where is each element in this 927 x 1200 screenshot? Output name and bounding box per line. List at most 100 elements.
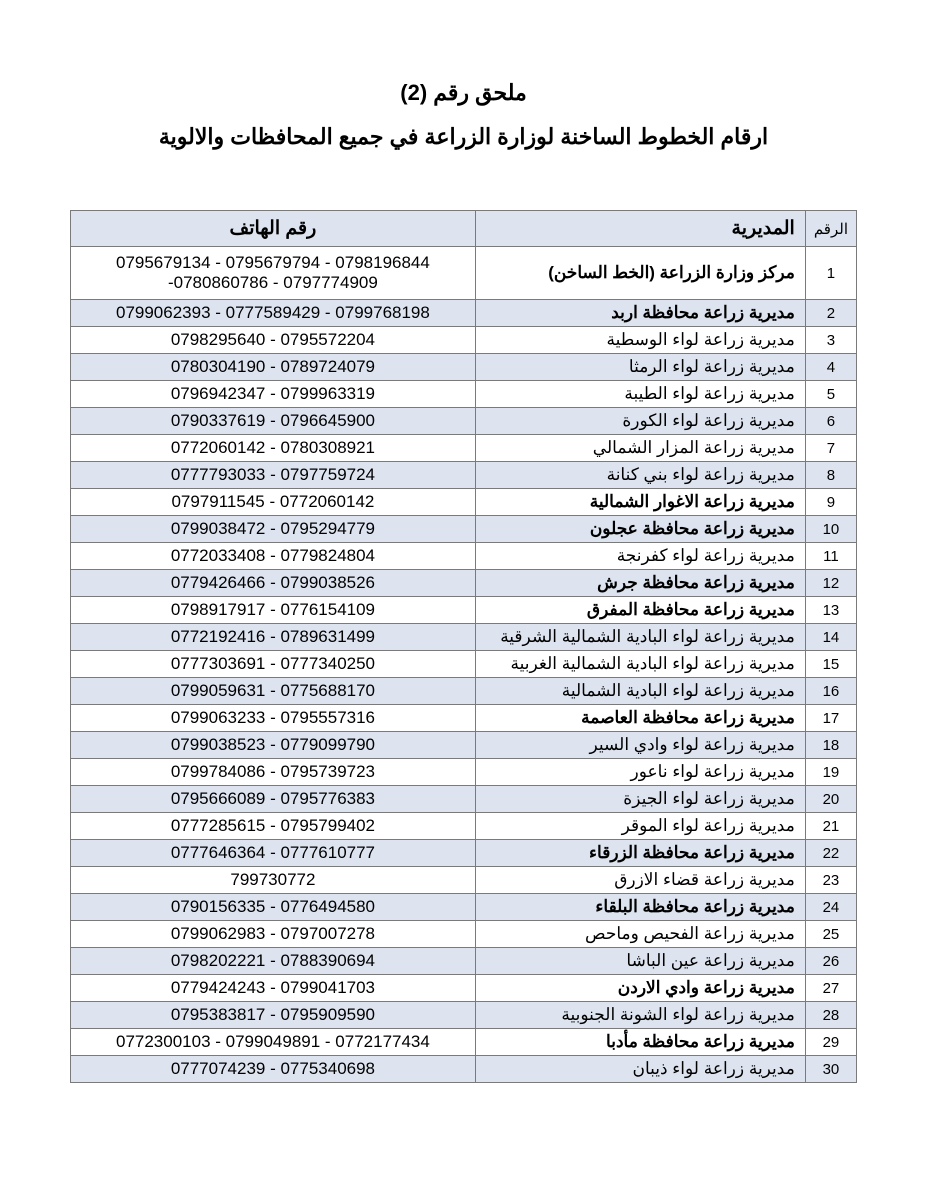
- row-number: 2: [805, 300, 856, 327]
- row-number: 6: [805, 408, 856, 435]
- row-number: 22: [805, 840, 856, 867]
- row-number: 8: [805, 462, 856, 489]
- row-number: 26: [805, 948, 856, 975]
- row-number: 11: [805, 543, 856, 570]
- directorate-cell: مديرية زراعة لواء الوسطية: [475, 327, 805, 354]
- directorate-cell: مديرية زراعة محافظة العاصمة: [475, 705, 805, 732]
- table-row: 1مركز وزارة الزراعة (الخط الساخن)0795679…: [71, 247, 857, 300]
- table-row: 2مديرية زراعة محافظة اربد0799062393 - 07…: [71, 300, 857, 327]
- directorate-cell: مديرية زراعة لواء البادية الشمالية الغرب…: [475, 651, 805, 678]
- table-header-row: الرقم المديرية رقم الهاتف: [71, 211, 857, 247]
- directorate-cell: مديرية زراعة محافظة الزرقاء: [475, 840, 805, 867]
- directorate-cell: مركز وزارة الزراعة (الخط الساخن): [475, 247, 805, 300]
- row-number: 29: [805, 1029, 856, 1056]
- table-row: 22مديرية زراعة محافظة الزرقاء0777646364 …: [71, 840, 857, 867]
- row-number: 1: [805, 247, 856, 300]
- page-title: ملحق رقم (2): [70, 80, 857, 106]
- table-row: 5مديرية زراعة لواء الطيبة0796942347 - 07…: [71, 381, 857, 408]
- directorate-cell: مديرية زراعة لواء الطيبة: [475, 381, 805, 408]
- table-row: 21مديرية زراعة لواء الموقر0777285615 - 0…: [71, 813, 857, 840]
- row-number: 23: [805, 867, 856, 894]
- table-row: 30مديرية زراعة لواء ذيبان0777074239 - 07…: [71, 1056, 857, 1083]
- row-number: 12: [805, 570, 856, 597]
- table-row: 26مديرية زراعة عين الباشا0798202221 - 07…: [71, 948, 857, 975]
- phone-cell: 0799059631 - 0775688170: [71, 678, 476, 705]
- directorate-cell: مديرية زراعة الفحيص وماحص: [475, 921, 805, 948]
- directorate-cell: مديرية زراعة قضاء الازرق: [475, 867, 805, 894]
- table-row: 3مديرية زراعة لواء الوسطية0798295640 - 0…: [71, 327, 857, 354]
- table-row: 16مديرية زراعة لواء البادية الشمالية0799…: [71, 678, 857, 705]
- table-row: 28مديرية زراعة لواء الشونة الجنوبية07953…: [71, 1002, 857, 1029]
- phone-cell: 0772192416 - 0789631499: [71, 624, 476, 651]
- table-row: 20مديرية زراعة لواء الجيزة0795666089 - 0…: [71, 786, 857, 813]
- phone-cell: 0799062393 - 0777589429 - 0799768198: [71, 300, 476, 327]
- row-number: 9: [805, 489, 856, 516]
- header-num: الرقم: [805, 211, 856, 247]
- phone-cell: 0772060142 - 0780308921: [71, 435, 476, 462]
- row-number: 25: [805, 921, 856, 948]
- directorate-cell: مديرية زراعة محافظة عجلون: [475, 516, 805, 543]
- row-number: 24: [805, 894, 856, 921]
- row-number: 28: [805, 1002, 856, 1029]
- row-number: 16: [805, 678, 856, 705]
- directorate-cell: مديرية زراعة لواء ذيبان: [475, 1056, 805, 1083]
- row-number: 3: [805, 327, 856, 354]
- phone-cell: 0796942347 - 0799963319: [71, 381, 476, 408]
- directorate-cell: مديرية زراعة محافظة المفرق: [475, 597, 805, 624]
- phone-cell: 799730772: [71, 867, 476, 894]
- phone-cell: 0777285615 - 0795799402: [71, 813, 476, 840]
- phone-cell: 0772033408 - 0779824804: [71, 543, 476, 570]
- directorate-cell: مديرية زراعة لواء الموقر: [475, 813, 805, 840]
- table-row: 23مديرية زراعة قضاء الازرق799730772: [71, 867, 857, 894]
- directorate-cell: مديرية زراعة لواء كفرنجة: [475, 543, 805, 570]
- phone-cell: 0772300103 - 0799049891 - 0772177434: [71, 1029, 476, 1056]
- phone-cell: 0799038472 - 0795294779: [71, 516, 476, 543]
- phone-cell: 0798295640 - 0795572204: [71, 327, 476, 354]
- phone-cell: 0799063233 - 0795557316: [71, 705, 476, 732]
- directorate-cell: مديرية زراعة لواء ناعور: [475, 759, 805, 786]
- directorate-cell: مديرية زراعة لواء البادية الشمالية الشرق…: [475, 624, 805, 651]
- row-number: 14: [805, 624, 856, 651]
- phone-cell: 0790337619 - 0796645900: [71, 408, 476, 435]
- table-row: 11مديرية زراعة لواء كفرنجة0772033408 - 0…: [71, 543, 857, 570]
- phone-cell: 0795383817 - 0795909590: [71, 1002, 476, 1029]
- phone-cell: 0799038523 - 0779099790: [71, 732, 476, 759]
- table-row: 8مديرية زراعة لواء بني كنانة0777793033 -…: [71, 462, 857, 489]
- row-number: 30: [805, 1056, 856, 1083]
- table-row: 6مديرية زراعة لواء الكورة0790337619 - 07…: [71, 408, 857, 435]
- directorate-cell: مديرية زراعة لواء الرمثا: [475, 354, 805, 381]
- phone-cell: 0779426466 - 0799038526: [71, 570, 476, 597]
- table-body: 1مركز وزارة الزراعة (الخط الساخن)0795679…: [71, 247, 857, 1083]
- directorate-cell: مديرية زراعة لواء وادي السير: [475, 732, 805, 759]
- table-row: 7مديرية زراعة المزار الشمالي0772060142 -…: [71, 435, 857, 462]
- table-row: 12مديرية زراعة محافظة جرش0779426466 - 07…: [71, 570, 857, 597]
- table-row: 24مديرية زراعة محافظة البلقاء0790156335 …: [71, 894, 857, 921]
- row-number: 13: [805, 597, 856, 624]
- table-row: 4مديرية زراعة لواء الرمثا0780304190 - 07…: [71, 354, 857, 381]
- phone-cell: 0790156335 - 0776494580: [71, 894, 476, 921]
- directorate-cell: مديرية زراعة لواء الكورة: [475, 408, 805, 435]
- directorate-cell: مديرية زراعة المزار الشمالي: [475, 435, 805, 462]
- table-row: 29مديرية زراعة محافظة مأدبا0772300103 - …: [71, 1029, 857, 1056]
- hotlines-table: الرقم المديرية رقم الهاتف 1مركز وزارة ال…: [70, 210, 857, 1083]
- row-number: 18: [805, 732, 856, 759]
- phone-cell: 0777793033 - 0797759724: [71, 462, 476, 489]
- directorate-cell: مديرية زراعة محافظة جرش: [475, 570, 805, 597]
- row-number: 17: [805, 705, 856, 732]
- table-row: 13مديرية زراعة محافظة المفرق0798917917 -…: [71, 597, 857, 624]
- table-row: 27مديرية زراعة وادي الاردن0779424243 - 0…: [71, 975, 857, 1002]
- directorate-cell: مديرية زراعة لواء الشونة الجنوبية: [475, 1002, 805, 1029]
- row-number: 20: [805, 786, 856, 813]
- row-number: 7: [805, 435, 856, 462]
- directorate-cell: مديرية زراعة الاغوار الشمالية: [475, 489, 805, 516]
- phone-cell: 0798202221 - 0788390694: [71, 948, 476, 975]
- phone-cell: 0777074239 - 0775340698: [71, 1056, 476, 1083]
- directorate-cell: مديرية زراعة وادي الاردن: [475, 975, 805, 1002]
- phone-cell: 0777646364 - 0777610777: [71, 840, 476, 867]
- row-number: 21: [805, 813, 856, 840]
- directorate-cell: مديرية زراعة عين الباشا: [475, 948, 805, 975]
- phone-cell: 0795666089 - 0795776383: [71, 786, 476, 813]
- phone-cell: 0798917917 - 0776154109: [71, 597, 476, 624]
- row-number: 19: [805, 759, 856, 786]
- table-row: 14مديرية زراعة لواء البادية الشمالية الش…: [71, 624, 857, 651]
